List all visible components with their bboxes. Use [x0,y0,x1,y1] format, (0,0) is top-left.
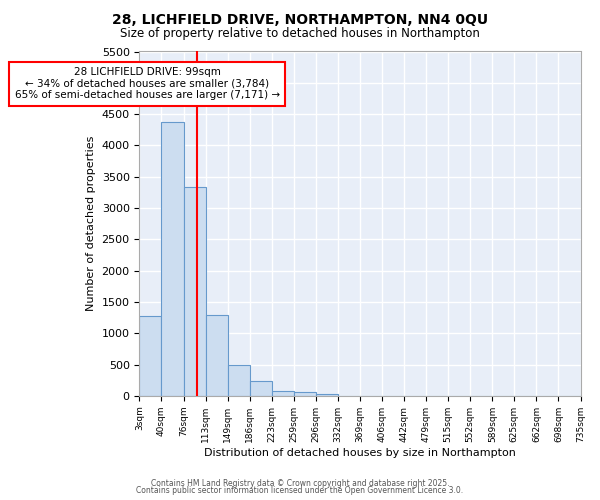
Bar [139,316,161,396]
Text: 28, LICHFIELD DRIVE, NORTHAMPTON, NN4 0QU: 28, LICHFIELD DRIVE, NORTHAMPTON, NN4 0Q… [112,12,488,26]
Bar [206,315,227,396]
Bar [294,392,316,396]
Bar [250,382,272,396]
Text: Contains public sector information licensed under the Open Government Licence 3.: Contains public sector information licen… [136,486,464,495]
X-axis label: Distribution of detached houses by size in Northampton: Distribution of detached houses by size … [204,448,516,458]
Text: Size of property relative to detached houses in Northampton: Size of property relative to detached ho… [120,28,480,40]
Text: 28 LICHFIELD DRIVE: 99sqm
← 34% of detached houses are smaller (3,784)
65% of se: 28 LICHFIELD DRIVE: 99sqm ← 34% of detac… [14,67,280,100]
Y-axis label: Number of detached properties: Number of detached properties [86,136,96,312]
Bar [161,122,184,396]
Bar [227,364,250,396]
Text: Contains HM Land Registry data © Crown copyright and database right 2025.: Contains HM Land Registry data © Crown c… [151,478,449,488]
Bar [316,394,338,396]
Bar [272,391,294,396]
Bar [184,186,206,396]
